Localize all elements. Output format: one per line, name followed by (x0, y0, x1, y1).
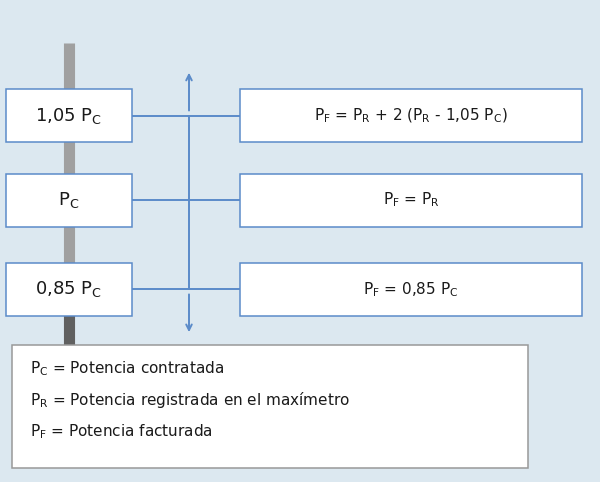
Text: $\mathregular{P_F}$ = $\mathregular{P_R}$ + 2 ($\mathregular{P_R}$ - 1,05 $\math: $\mathregular{P_F}$ = $\mathregular{P_R}… (314, 107, 508, 125)
Text: $\mathregular{P_F}$ = 0,85 $\mathregular{P_C}$: $\mathregular{P_F}$ = 0,85 $\mathregular… (363, 280, 459, 298)
FancyBboxPatch shape (240, 263, 582, 316)
FancyBboxPatch shape (6, 174, 132, 227)
Text: $\mathregular{P_R}$ = Potencia registrada en el maxímetro: $\mathregular{P_R}$ = Potencia registrad… (30, 390, 350, 410)
FancyBboxPatch shape (240, 89, 582, 142)
FancyBboxPatch shape (240, 174, 582, 227)
Text: $\mathregular{P_C}$: $\mathregular{P_C}$ (58, 190, 80, 210)
Text: $\mathregular{P_F}$ = Potencia facturada: $\mathregular{P_F}$ = Potencia facturada (30, 422, 213, 441)
Text: $\mathregular{P_F}$ = $\mathregular{P_R}$: $\mathregular{P_F}$ = $\mathregular{P_R}… (383, 191, 439, 209)
Text: 0,85 $\mathregular{P_C}$: 0,85 $\mathregular{P_C}$ (35, 279, 103, 299)
FancyBboxPatch shape (12, 345, 528, 468)
FancyBboxPatch shape (6, 89, 132, 142)
FancyBboxPatch shape (6, 263, 132, 316)
Text: 1,05 $\mathregular{P_C}$: 1,05 $\mathregular{P_C}$ (35, 106, 103, 126)
Text: $\mathregular{P_C}$ = Potencia contratada: $\mathregular{P_C}$ = Potencia contratad… (30, 360, 224, 378)
